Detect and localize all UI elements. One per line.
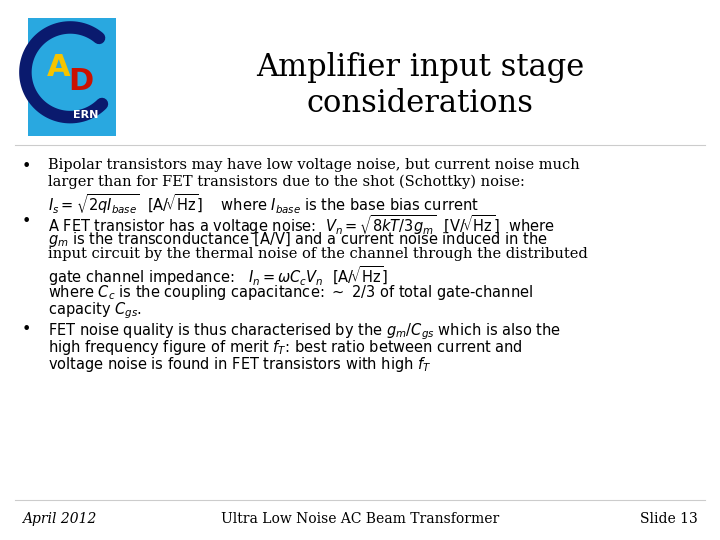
Text: high frequency figure of merit $f_T$: best ratio between current and: high frequency figure of merit $f_T$: be…	[48, 338, 523, 357]
Text: •: •	[22, 158, 32, 175]
Text: April 2012: April 2012	[22, 512, 96, 526]
Text: FET noise quality is thus characterised by the $g_m/C_{gs}$ which is also the: FET noise quality is thus characterised …	[48, 321, 561, 342]
Text: input circuit by the thermal noise of the channel through the distributed: input circuit by the thermal noise of th…	[48, 247, 588, 261]
Text: •: •	[22, 213, 32, 230]
Text: larger than for FET transistors due to the shot (Schottky) noise:: larger than for FET transistors due to t…	[48, 175, 525, 190]
Text: $I_s = \sqrt{2qI_{base}}$  [A/$\!\sqrt{\mathrm{Hz}}$]    where $I_{base}$ is the: $I_s = \sqrt{2qI_{base}}$ [A/$\!\sqrt{\m…	[48, 192, 479, 216]
Text: Slide 13: Slide 13	[640, 512, 698, 526]
Text: voltage noise is found in FET transistors with high $f_T$: voltage noise is found in FET transistor…	[48, 355, 431, 374]
Text: ERN: ERN	[73, 110, 99, 120]
Text: A FET transistor has a voltage noise:  $V_n = \sqrt{8kT/3g_m}$  [V/$\!\sqrt{\mat: A FET transistor has a voltage noise: $V…	[48, 213, 555, 237]
FancyBboxPatch shape	[28, 18, 116, 136]
Text: $g_m$ is the transconductance [A/V] and a current noise induced in the: $g_m$ is the transconductance [A/V] and …	[48, 230, 548, 249]
Text: Ultra Low Noise AC Beam Transformer: Ultra Low Noise AC Beam Transformer	[221, 512, 499, 526]
Text: Bipolar transistors may have low voltage noise, but current noise much: Bipolar transistors may have low voltage…	[48, 158, 580, 172]
Text: capacity $C_{gs}$.: capacity $C_{gs}$.	[48, 300, 142, 321]
Text: •: •	[22, 321, 32, 338]
Text: A: A	[47, 53, 71, 82]
Text: gate channel impedance:   $I_n = \omega C_c V_n$  [A/$\!\sqrt{\mathrm{Hz}}$]: gate channel impedance: $I_n = \omega C_…	[48, 264, 388, 288]
Text: where $C_c$ is the coupling capacitance: $\sim$ 2/3 of total gate-channel: where $C_c$ is the coupling capacitance:…	[48, 283, 533, 302]
Text: Amplifier input stage: Amplifier input stage	[256, 52, 584, 83]
Text: considerations: considerations	[307, 88, 534, 119]
Text: D: D	[68, 67, 94, 96]
